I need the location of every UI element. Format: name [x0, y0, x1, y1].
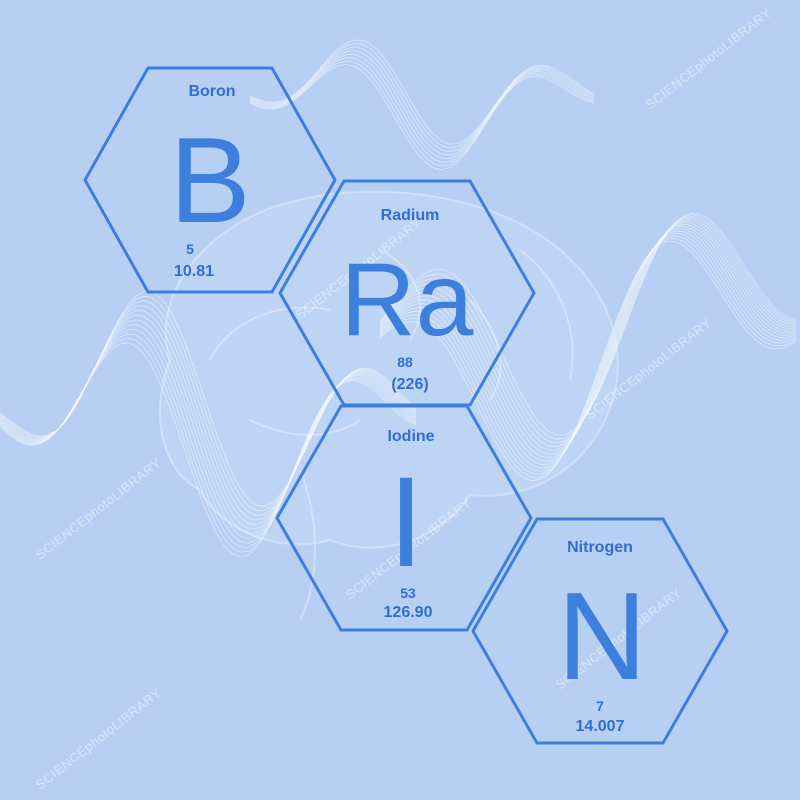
atomic-mass: 14.007	[576, 718, 625, 735]
hexagon-outline	[83, 66, 337, 294]
wave-line	[0, 329, 417, 544]
element-name: Iodine	[387, 428, 434, 445]
wave-line	[0, 324, 417, 540]
element-symbol: N	[557, 568, 647, 706]
atomic-number: 53	[400, 585, 416, 601]
wave-line	[0, 291, 417, 507]
wave-line	[0, 300, 417, 516]
watermark-text: SCIENCEphotoLIBRARY	[33, 685, 165, 792]
wave-line	[0, 314, 417, 530]
hexagon-outline	[471, 517, 729, 745]
atomic-mass: 126.90	[384, 604, 433, 621]
wave-line	[379, 230, 797, 469]
wave-line	[249, 63, 595, 171]
wave-line	[379, 228, 797, 465]
element-symbol: I	[388, 451, 424, 594]
brain-silhouette	[159, 190, 619, 621]
element-tile-iodine: Iodine I 53 126.90	[275, 404, 533, 632]
element-symbol: B	[169, 112, 250, 248]
wireframe-waves	[0, 39, 797, 558]
wave-line	[0, 295, 417, 511]
wave-line	[0, 310, 417, 526]
element-name: Nitrogen	[567, 539, 633, 556]
wave-line	[379, 240, 797, 482]
wave-line	[249, 39, 595, 145]
wave-line	[379, 221, 797, 455]
wave-line	[0, 319, 417, 535]
atomic-mass: (226)	[391, 376, 428, 393]
wave-line	[379, 218, 797, 448]
wave-line	[249, 53, 595, 159]
atomic-number: 5	[186, 241, 194, 257]
wave-line	[249, 60, 595, 167]
watermark-text: SCIENCEphotoLIBRARY	[643, 5, 775, 112]
wave-line	[379, 238, 797, 478]
hexagon-outline	[275, 404, 533, 632]
element-tile-nitrogen: Nitrogen N 7 14.007	[471, 517, 729, 745]
watermark-text: SCIENCEphotoLIBRARY	[33, 455, 165, 562]
element-symbol: Ra	[341, 242, 474, 358]
atomic-mass: 10.81	[174, 263, 214, 280]
wave-line	[379, 223, 797, 459]
wave-line	[379, 216, 797, 444]
wave-line	[249, 46, 595, 153]
background-illustration	[0, 39, 797, 621]
wave-line	[0, 305, 417, 521]
wave-line	[249, 57, 595, 163]
element-name: Radium	[381, 207, 440, 224]
wave-line	[379, 226, 797, 462]
wave-line	[249, 43, 595, 149]
element-name: Boron	[188, 83, 235, 100]
element-tile-boron: Boron B 5 10.81	[83, 66, 337, 294]
wave-line	[379, 212, 797, 436]
wave-line	[0, 337, 417, 553]
wave-line	[379, 232, 797, 472]
wave-line	[379, 214, 797, 440]
atomic-number: 88	[397, 354, 413, 370]
wave-line	[0, 333, 417, 548]
wave-line	[379, 235, 797, 475]
atomic-number: 7	[596, 698, 604, 714]
wave-line	[0, 342, 417, 558]
wave-line	[249, 50, 595, 156]
wave-line	[379, 219, 797, 451]
